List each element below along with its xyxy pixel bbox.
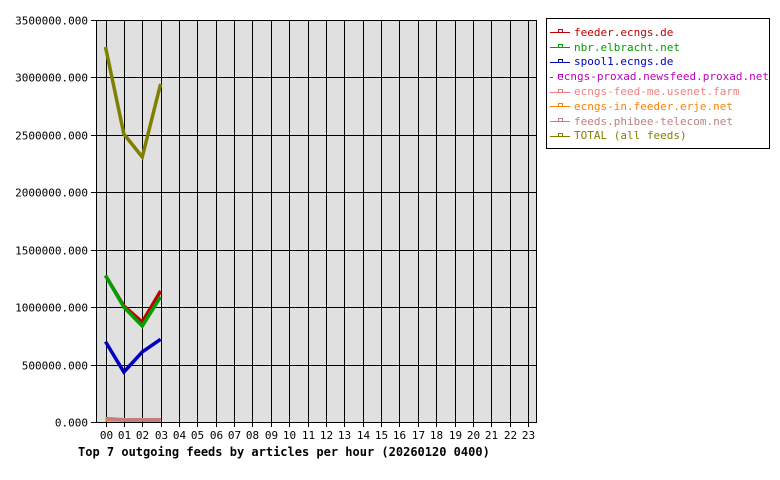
x-tick-label: 05 [191, 429, 204, 442]
y-axis: 0.000 500000.000 1000000.000 1500000.000 200… [15, 15, 96, 430]
y-tick-label: 0.000 [55, 417, 88, 430]
series-line [105, 416, 161, 422]
legend-item: ecngs-proxad.newsfeed.proxad.net [547, 69, 769, 84]
x-tick-label: 20 [467, 429, 480, 442]
x-tick-label: 10 [283, 429, 296, 442]
legend-item: nbr.elbracht.net [547, 40, 769, 55]
legend-label: spool1.ecngs.de [574, 55, 674, 69]
x-tick-label: 18 [430, 429, 443, 442]
legend-item: TOTAL (all feeds) [547, 129, 769, 144]
legend-item: feeds.phibee-telecom.net [547, 114, 769, 129]
x-tick-label: 09 [265, 429, 278, 442]
legend-label: ecngs-in.feeder.erje.net [574, 99, 733, 113]
x-tick-label: 11 [302, 429, 315, 442]
plot-area [96, 20, 536, 422]
y-tick-label: 1000000.000 [15, 302, 88, 315]
y-tick-label: 2000000.000 [15, 187, 88, 200]
legend-label: nbr.elbracht.net [574, 40, 680, 54]
x-tick-label: 14 [357, 429, 371, 442]
chart-title: Top 7 outgoing feeds by articles per hou… [78, 445, 490, 459]
legend-label: feeds.phibee-telecom.net [574, 114, 733, 128]
x-tick-label: 22 [504, 429, 517, 442]
y-tick-label: 1500000.000 [15, 245, 88, 258]
x-tick-label: 01 [118, 429, 131, 442]
legend-swatch-icon [550, 87, 570, 97]
x-tick-label: 00 [100, 429, 113, 442]
legend-label: feeder.ecngs.de [574, 25, 674, 39]
x-axis: 00 01 02 03 04 05 06 07 08 09 10 11 12 13 14 15 16 17 18 19… [100, 422, 535, 442]
grid-lines [96, 20, 537, 423]
legend-swatch-icon [550, 131, 570, 141]
series-lines [103, 46, 163, 422]
x-tick-label: 06 [210, 429, 223, 442]
x-tick-label: 16 [393, 429, 406, 442]
x-tick-label: 17 [412, 429, 425, 442]
x-tick-label: 12 [320, 429, 333, 442]
x-tick-label: 03 [155, 429, 168, 442]
y-tick-label: 2500000.000 [15, 130, 88, 143]
series-line [104, 337, 162, 375]
x-tick-label: 07 [228, 429, 241, 442]
legend-swatch-icon [550, 27, 570, 37]
legend-item: ecngs-feed-me.usenet.farm [547, 84, 769, 99]
x-tick-label: 13 [338, 429, 351, 442]
y-tick-label: 500000.000 [22, 360, 88, 373]
legend-swatch-icon [550, 57, 570, 67]
x-tick-label: 21 [485, 429, 498, 442]
x-tick-label: 23 [522, 429, 535, 442]
legend-item: feeder.ecngs.de [547, 25, 769, 40]
legend-label: ecngs-proxad.newsfeed.proxad.net [557, 70, 769, 84]
legend-swatch-icon [550, 72, 563, 82]
legend-swatch-icon [550, 101, 570, 111]
y-tick-label: 3500000.000 [15, 15, 88, 28]
x-tick-label: 04 [173, 429, 187, 442]
legend-label: TOTAL (all feeds) [574, 129, 687, 143]
legend-item: ecngs-in.feeder.erje.net [547, 99, 769, 114]
x-tick-label: 08 [246, 429, 259, 442]
y-tick-label: 3000000.000 [15, 72, 88, 85]
legend-swatch-icon [550, 42, 570, 52]
legend-swatch-icon [550, 116, 570, 126]
series-line [103, 274, 163, 329]
x-tick-label: 15 [375, 429, 388, 442]
legend: feeder.ecngs.de nbr.elbracht.net spool1.ec… [546, 18, 770, 149]
x-tick-label: 02 [136, 429, 149, 442]
x-tick-label: 19 [449, 429, 462, 442]
legend-item: spool1.ecngs.de [547, 55, 769, 70]
legend-label: ecngs-feed-me.usenet.farm [574, 85, 740, 99]
series-line [103, 46, 163, 161]
